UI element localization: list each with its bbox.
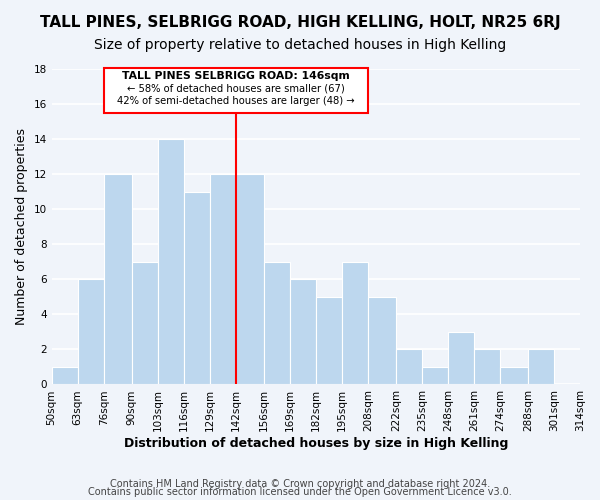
Bar xyxy=(396,350,422,384)
Bar xyxy=(368,297,396,384)
Bar xyxy=(528,350,554,384)
Bar xyxy=(290,280,316,384)
Bar xyxy=(422,367,448,384)
Bar xyxy=(52,367,77,384)
Bar xyxy=(264,262,290,384)
Bar xyxy=(448,332,474,384)
Bar xyxy=(184,192,210,384)
Bar xyxy=(77,280,104,384)
Text: Contains public sector information licensed under the Open Government Licence v3: Contains public sector information licen… xyxy=(88,487,512,497)
Bar xyxy=(474,350,500,384)
Text: 42% of semi-detached houses are larger (48) →: 42% of semi-detached houses are larger (… xyxy=(117,96,355,106)
Text: TALL PINES, SELBRIGG ROAD, HIGH KELLING, HOLT, NR25 6RJ: TALL PINES, SELBRIGG ROAD, HIGH KELLING,… xyxy=(40,15,560,30)
Bar xyxy=(210,174,236,384)
X-axis label: Distribution of detached houses by size in High Kelling: Distribution of detached houses by size … xyxy=(124,437,508,450)
Text: TALL PINES SELBRIGG ROAD: 146sqm: TALL PINES SELBRIGG ROAD: 146sqm xyxy=(122,71,350,81)
Text: Contains HM Land Registry data © Crown copyright and database right 2024.: Contains HM Land Registry data © Crown c… xyxy=(110,479,490,489)
Bar xyxy=(158,139,184,384)
Text: ← 58% of detached houses are smaller (67): ← 58% of detached houses are smaller (67… xyxy=(127,84,344,94)
Bar xyxy=(104,174,132,384)
Y-axis label: Number of detached properties: Number of detached properties xyxy=(15,128,28,325)
FancyBboxPatch shape xyxy=(104,68,368,113)
Bar xyxy=(342,262,368,384)
Text: Size of property relative to detached houses in High Kelling: Size of property relative to detached ho… xyxy=(94,38,506,52)
Bar xyxy=(236,174,264,384)
Bar xyxy=(500,367,528,384)
Bar xyxy=(316,297,342,384)
Bar xyxy=(132,262,158,384)
